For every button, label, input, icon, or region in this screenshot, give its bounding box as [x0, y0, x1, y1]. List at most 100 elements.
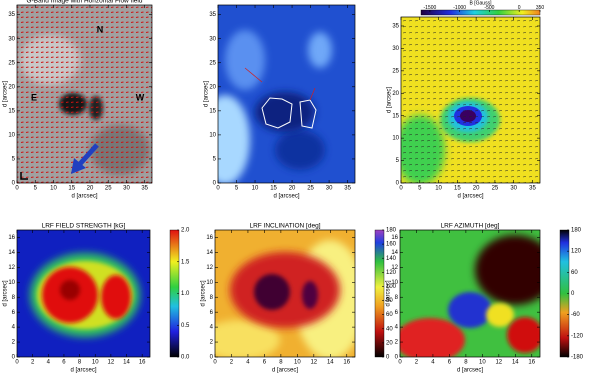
y-tick-label: 10: [206, 280, 213, 286]
y-tick-label: 2: [395, 340, 399, 346]
colorbar-tick-label: 60: [571, 270, 578, 276]
y-tick-label: 10: [209, 132, 216, 138]
y-tick-label: 10: [8, 280, 15, 286]
y-tick-label: 15: [8, 108, 15, 114]
y-tick-label: 0: [12, 181, 16, 187]
y-tick-label: 25: [209, 60, 216, 66]
x-tick-label: 4: [246, 360, 250, 366]
x-tick-label: 25: [307, 186, 314, 192]
y-tick-label: 20: [8, 84, 15, 90]
x-tick-label: 5: [34, 186, 38, 192]
y-tick-label: 10: [391, 280, 398, 286]
y-tick-label: 25: [8, 60, 15, 66]
y-tick-label: 5: [396, 158, 400, 164]
y-tick-label: 8: [12, 295, 16, 301]
y-tick-label: 0: [395, 355, 399, 361]
y-tick-label: 6: [12, 310, 16, 316]
x-tick-label: 5: [235, 186, 239, 192]
y-tick-label: 4: [210, 325, 214, 331]
y-tick-label: 14: [391, 250, 398, 256]
colorbar-tick-label: 2.0: [181, 228, 190, 234]
x-tick-label: 10: [92, 360, 99, 366]
x-axis-label: d [arcsec]: [71, 194, 97, 200]
chart-title: G-Band Image with Horizontal Flow field: [27, 0, 143, 5]
y-axis-label: d [arcsec]: [386, 280, 392, 306]
colorbar-tick-label: 120: [571, 249, 582, 255]
x-tick-label: 0: [15, 360, 19, 366]
x-tick-label: 0: [399, 186, 403, 192]
y-tick-label: 16: [391, 235, 398, 241]
x-tick-label: 10: [252, 186, 259, 192]
y-tick-label: 8: [210, 295, 214, 301]
y-axis-label: d [arcsec]: [204, 81, 210, 107]
plot-frame: [16, 229, 151, 358]
x-tick-label: 0: [216, 186, 220, 192]
y-tick-label: 35: [392, 24, 399, 30]
colorbar-tick-label: 350: [536, 5, 545, 11]
plot-frame: [214, 229, 356, 358]
y-tick-label: 0: [213, 181, 217, 187]
colorbar-tick-label: 0.5: [181, 323, 190, 329]
x-tick-label: 30: [326, 186, 333, 192]
colorbar-tick-label: -180: [571, 355, 584, 361]
plot-frame: [16, 4, 153, 184]
y-tick-label: 2: [210, 340, 214, 346]
colorbar-tick-label: -120: [571, 333, 584, 339]
chart-title: LRF AZIMUTH [deg]: [441, 223, 500, 230]
colorbar-label: B [Gauss]: [470, 0, 493, 6]
y-tick-label: 30: [8, 36, 15, 42]
x-tick-label: 12: [310, 360, 317, 366]
x-tick-label: 12: [108, 360, 115, 366]
y-tick-label: 20: [392, 91, 399, 97]
colorbar-tick-label: -500: [484, 5, 494, 11]
colorbar-tick-label: 80: [386, 298, 393, 304]
y-tick-label: 4: [395, 325, 399, 331]
field-strength-image: [17, 230, 150, 357]
colorbar-tick-label: 120: [386, 270, 397, 276]
colorbar-tick-label: 0.0: [181, 355, 190, 361]
magnetogram-image: [401, 17, 540, 183]
x-tick-label: 2: [415, 360, 419, 366]
x-tick-label: 15: [68, 186, 75, 192]
x-tick-label: 8: [464, 360, 468, 366]
x-tick-label: 0: [398, 360, 402, 366]
colorbar-tick-label: 1.5: [181, 259, 190, 265]
x-tick-label: 10: [435, 186, 442, 192]
y-axis-label: d [arcsec]: [387, 87, 393, 113]
annotation: N: [97, 24, 104, 34]
x-tick-label: 14: [327, 360, 334, 366]
x-tick-label: 0: [213, 360, 217, 366]
y-tick-label: 15: [209, 108, 216, 114]
y-axis-label: d [arcsec]: [201, 280, 207, 306]
colorbar-tick-label: -1500: [424, 5, 437, 11]
y-tick-label: 0: [12, 355, 16, 361]
colorbar-tick-label: 0: [571, 291, 575, 297]
x-tick-label: 35: [141, 186, 148, 192]
annotation: W: [136, 92, 145, 102]
colorbar-tick-label: -60: [571, 312, 580, 318]
x-tick-label: 35: [344, 186, 351, 192]
plot-frame: [399, 229, 541, 358]
y-tick-label: 12: [8, 265, 15, 271]
x-axis-label: d [arcsec]: [457, 368, 483, 374]
y-tick-label: 6: [210, 310, 214, 316]
y-tick-label: 14: [8, 250, 15, 256]
y-tick-label: 5: [12, 157, 16, 163]
x-tick-label: 10: [294, 360, 301, 366]
x-tick-label: 6: [263, 360, 267, 366]
y-tick-label: 12: [391, 265, 398, 271]
y-tick-label: 10: [392, 136, 399, 142]
x-tick-label: 16: [343, 360, 350, 366]
colorbar-tick-label: 0: [386, 355, 390, 361]
y-tick-label: 30: [392, 46, 399, 52]
x-tick-label: 20: [289, 186, 296, 192]
x-tick-label: 10: [50, 186, 57, 192]
x-tick-label: 15: [454, 186, 461, 192]
colorbar: [374, 229, 385, 358]
chart-title: LRF INCLINATION [deg]: [249, 223, 320, 230]
colorbar-tick-label: 160: [386, 242, 397, 248]
chart-title: LRF FIELD STRENGTH [kG]: [42, 223, 126, 230]
x-tick-label: 4: [47, 360, 51, 366]
